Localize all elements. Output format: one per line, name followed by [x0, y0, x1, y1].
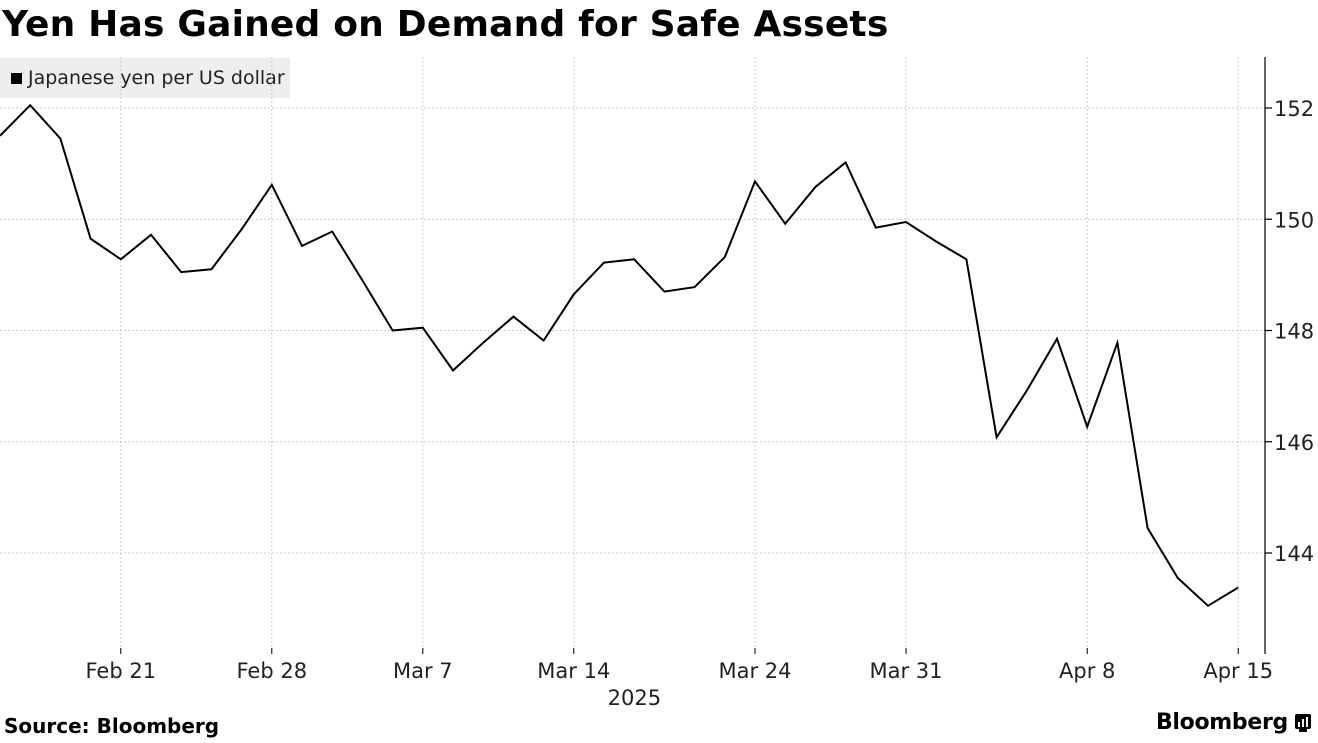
x-tick-label: Mar 14 [537, 659, 610, 683]
x-year-label: 2025 [608, 686, 661, 710]
y-tick-label: 146 [1274, 431, 1314, 455]
y-tick-label: 150 [1274, 208, 1314, 232]
y-tick-label: 152 [1274, 97, 1314, 121]
brand-logo: Bloomberg [1156, 710, 1312, 735]
x-tick-label: Mar 24 [718, 659, 791, 683]
series-line-yen-per-usd [0, 103, 1239, 608]
legend-label: Japanese yen per US dollar [28, 67, 285, 89]
x-tick-label: Mar 7 [393, 659, 453, 683]
x-tick-label: Feb 28 [237, 659, 308, 683]
x-tick-label: Mar 31 [869, 659, 942, 683]
source-note: Source: Bloomberg [4, 714, 220, 738]
bloomberg-terminal-icon [1295, 713, 1311, 732]
x-tick-label: Apr 15 [1203, 659, 1273, 683]
legend: Japanese yen per US dollar [0, 58, 290, 98]
y-tick-label: 144 [1274, 542, 1314, 566]
legend-swatch [11, 72, 22, 84]
chart-title: Yen Has Gained on Demand for Safe Assets [2, 4, 889, 45]
x-tick-label: Apr 8 [1059, 659, 1115, 683]
x-tick-label: Feb 21 [86, 659, 157, 683]
brand-name: Bloomberg [1155, 710, 1288, 735]
y-tick-label: 148 [1274, 320, 1314, 344]
